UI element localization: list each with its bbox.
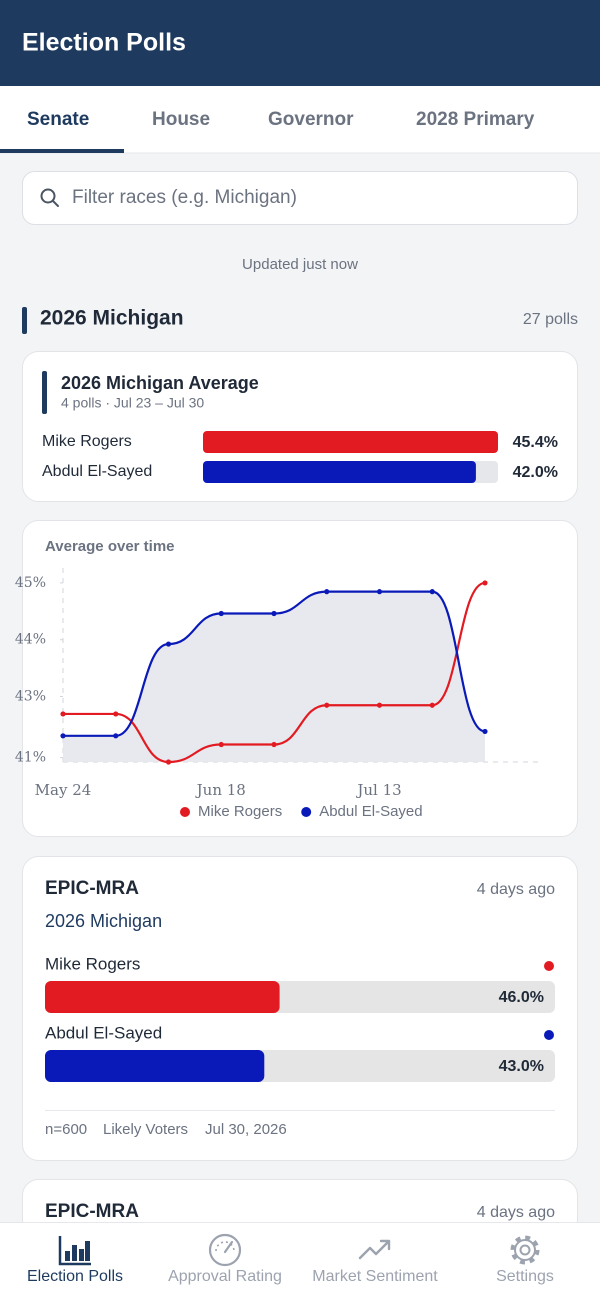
average-accent — [42, 371, 47, 414]
average-title: 2026 Michigan Average — [61, 373, 259, 393]
data-point — [482, 580, 488, 586]
data-point — [218, 610, 224, 617]
data-point — [482, 728, 488, 735]
bottom-nav — [0, 1222, 600, 1304]
section-count: 27 polls — [523, 311, 578, 328]
poll-population: Likely Voters — [103, 1121, 188, 1138]
search-icon — [40, 188, 56, 204]
value-label: 46.0% — [499, 989, 544, 1006]
tab-indicator — [0, 149, 124, 153]
nav-label[interactable]: Election Polls — [27, 1268, 123, 1285]
nav-icon — [358, 1239, 391, 1260]
tab-bar — [0, 86, 600, 153]
update-status: Updated just now — [242, 256, 358, 273]
nav-icon-ring — [514, 1239, 536, 1261]
candidate-name: Abdul El-Sayed — [42, 463, 152, 480]
poll-race: 2026 Michigan — [45, 911, 162, 931]
search-field[interactable] — [22, 171, 578, 225]
data-point — [60, 711, 66, 717]
tab-label[interactable]: House — [152, 109, 210, 130]
section-accent — [22, 307, 27, 334]
legend-swatch — [180, 807, 190, 817]
nav-icon-bar — [65, 1251, 70, 1261]
x-tick-label: May 24 — [35, 781, 92, 799]
bar — [203, 461, 476, 483]
nav-icon-bar — [79, 1249, 84, 1261]
value-label: 42.0% — [513, 464, 558, 481]
data-point — [376, 589, 383, 595]
tab-label[interactable]: Senate — [27, 109, 89, 130]
pollster: EPIC-MRA — [45, 1201, 139, 1222]
search-icon-handle — [52, 200, 59, 207]
nav-icon-bar — [72, 1245, 77, 1261]
value-label: 45.4% — [513, 434, 558, 451]
average-subtitle: 4 polls · Jul 23 – Jul 30 — [61, 395, 204, 411]
area-fill — [63, 591, 485, 762]
x-tick-label: Jul 13 — [355, 781, 401, 799]
data-point — [218, 741, 224, 748]
data-point — [60, 733, 66, 739]
chart-title: Average over time — [45, 538, 175, 555]
data-point — [165, 641, 172, 647]
legend-swatch — [301, 807, 312, 817]
nav-label[interactable]: Market Sentiment — [312, 1268, 438, 1285]
x-tick-label: Jun 18 — [195, 781, 246, 799]
poll-date: Jul 30, 2026 — [205, 1121, 287, 1138]
data-point — [429, 589, 435, 595]
data-point — [376, 702, 383, 708]
tab-label[interactable]: Governor — [268, 109, 354, 130]
y-tick-label: 45% — [15, 575, 46, 591]
data-point — [324, 589, 330, 595]
nav-icon — [58, 1236, 91, 1266]
data-point — [324, 702, 330, 708]
y-tick-label: 43% — [15, 688, 46, 704]
poll-age: 4 days ago — [477, 881, 555, 898]
legend-label: Abdul El-Sayed — [319, 803, 422, 820]
data-point — [271, 610, 277, 617]
data-point — [271, 741, 277, 748]
data-point — [429, 702, 435, 708]
nav-icon — [510, 1235, 540, 1265]
bar — [45, 1050, 265, 1082]
data-point — [165, 759, 172, 765]
poll-age: 4 days ago — [477, 1204, 555, 1221]
pollster: EPIC-MRA — [45, 878, 139, 899]
nav-icon — [208, 1233, 242, 1267]
candidate-name: Mike Rogers — [45, 954, 140, 973]
app-bar — [0, 0, 600, 86]
nav-label[interactable]: Approval Rating — [168, 1268, 282, 1285]
candidate-name: Abdul El-Sayed — [45, 1023, 162, 1042]
nav-label[interactable]: Settings — [496, 1268, 554, 1285]
y-tick-label: 44% — [15, 632, 46, 648]
section-title: 2026 Michigan — [40, 307, 184, 330]
candidate-dot — [544, 1030, 554, 1040]
candidate-name: Mike Rogers — [42, 433, 132, 450]
legend-label: Mike Rogers — [198, 803, 282, 820]
data-point — [113, 711, 119, 717]
nav-icon-bar — [85, 1241, 90, 1261]
y-tick-label: 41% — [15, 750, 46, 766]
search-box[interactable]: Filter races (e.g. Michigan) — [22, 171, 578, 225]
candidate-dot — [544, 961, 554, 971]
search-placeholder: Filter races (e.g. Michigan) — [72, 187, 297, 208]
tab-label[interactable]: 2028 Primary — [416, 109, 535, 130]
app-title: Election Polls — [22, 29, 186, 57]
bar — [45, 981, 280, 1013]
poll-sample: n=600 — [45, 1121, 87, 1138]
value-label: 43.0% — [499, 1058, 544, 1075]
bar — [203, 431, 498, 453]
data-point — [113, 733, 119, 739]
nav-icon-hub — [519, 1244, 531, 1256]
